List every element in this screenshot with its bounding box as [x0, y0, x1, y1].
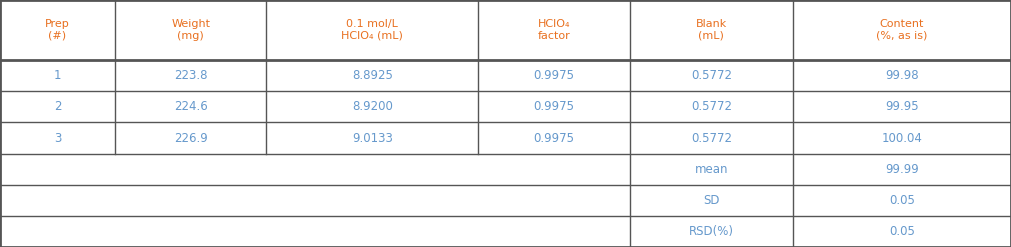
- Text: Weight
(mg): Weight (mg): [171, 19, 210, 41]
- Text: 226.9: 226.9: [174, 132, 207, 144]
- Text: mean: mean: [695, 163, 728, 176]
- Text: 8.8925: 8.8925: [352, 69, 392, 82]
- Text: 99.98: 99.98: [886, 69, 919, 82]
- Text: 0.9975: 0.9975: [534, 101, 574, 113]
- Text: 0.9975: 0.9975: [534, 69, 574, 82]
- Text: 9.0133: 9.0133: [352, 132, 392, 144]
- Text: 0.9975: 0.9975: [534, 132, 574, 144]
- Text: 8.9200: 8.9200: [352, 101, 392, 113]
- Text: 100.04: 100.04: [882, 132, 922, 144]
- Text: 0.5772: 0.5772: [691, 101, 732, 113]
- Text: 0.05: 0.05: [889, 194, 915, 207]
- Text: HClO₄
factor: HClO₄ factor: [538, 19, 570, 41]
- Text: 1: 1: [54, 69, 62, 82]
- Text: SD: SD: [703, 194, 720, 207]
- Text: 99.99: 99.99: [886, 163, 919, 176]
- Text: 0.1 mol/L
HClO₄ (mL): 0.1 mol/L HClO₄ (mL): [342, 19, 403, 41]
- Text: 0.05: 0.05: [889, 225, 915, 238]
- Text: 224.6: 224.6: [174, 101, 207, 113]
- Text: Prep
(#): Prep (#): [45, 19, 70, 41]
- Text: 223.8: 223.8: [174, 69, 207, 82]
- Text: Blank
(mL): Blank (mL): [696, 19, 727, 41]
- Text: 0.5772: 0.5772: [691, 132, 732, 144]
- Text: RSD(%): RSD(%): [688, 225, 734, 238]
- Text: 2: 2: [54, 101, 62, 113]
- Text: 0.5772: 0.5772: [691, 69, 732, 82]
- Text: 99.95: 99.95: [886, 101, 919, 113]
- Text: Content
(%, as is): Content (%, as is): [877, 19, 928, 41]
- Text: 3: 3: [54, 132, 62, 144]
